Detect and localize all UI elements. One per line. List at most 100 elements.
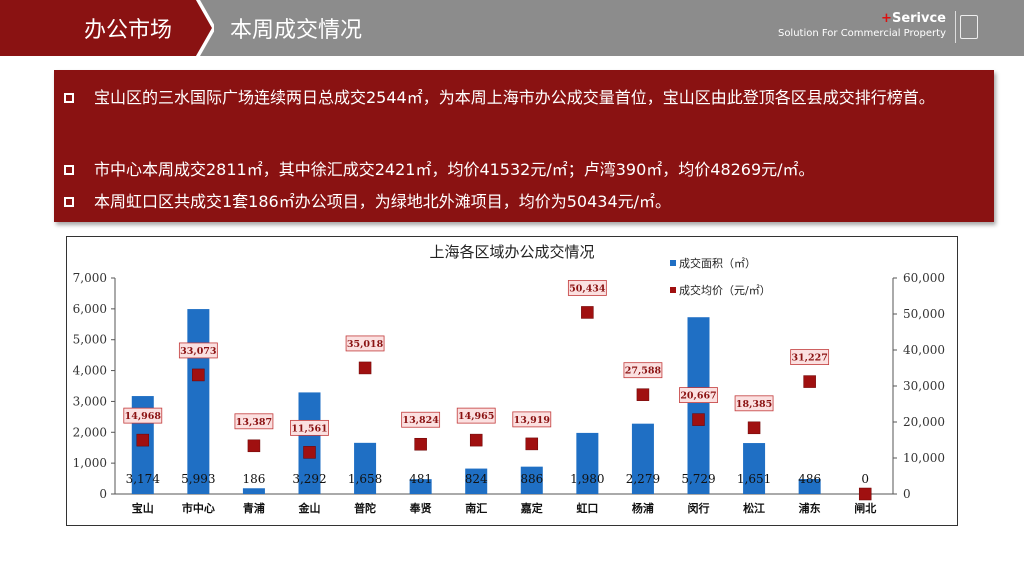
- bar-area-1: [187, 309, 210, 494]
- bar-area-6: [465, 468, 488, 494]
- bullet-square-icon: [64, 93, 74, 103]
- price-value-label: 33,073: [180, 346, 216, 357]
- y-left-tick-label: 3,000: [73, 394, 107, 408]
- price-marker-13: [858, 487, 872, 501]
- category-label: 闵行: [688, 501, 710, 515]
- y-right-tick-label: 20,000: [903, 415, 945, 429]
- price-value-label: 31,227: [791, 353, 827, 364]
- bar-area-4: [354, 442, 377, 494]
- area-value-label: 486: [798, 472, 821, 486]
- chart-frame: 上海各区域办公成交情况 成交面积（㎡） 成交均价（元/㎡） 0 1,000 2,00…: [66, 236, 958, 526]
- price-label-box: [178, 342, 218, 359]
- area-value-label: 3,292: [292, 472, 326, 486]
- summary-panel: 宝山区的三水国际广场连续两日总成交2544㎡，为本周上海市办公成交量首位，宝山区…: [54, 70, 994, 222]
- category-label: 普陀: [354, 501, 376, 515]
- category-label: 虹口: [576, 501, 598, 515]
- category-label: 闸北: [854, 501, 876, 515]
- price-label-box: [623, 362, 663, 379]
- y-left-tick-label: 4,000: [73, 364, 107, 378]
- category-label: 金山: [298, 501, 321, 515]
- price-label-box: [345, 335, 385, 352]
- area-value-label: 481: [409, 472, 432, 486]
- brand-name: +Serivce: [881, 11, 946, 26]
- price-label-box: [512, 411, 552, 428]
- area-value-label: 5,993: [181, 472, 215, 486]
- bullet-square-icon: [64, 197, 74, 207]
- price-marker-10: [692, 413, 705, 426]
- price-value-label: 14,965: [458, 411, 494, 422]
- category-label: 松江: [743, 501, 765, 515]
- category-label: 杨浦: [632, 501, 654, 515]
- bar-area-12: [798, 479, 821, 494]
- bar-area-7: [520, 466, 543, 494]
- price-label-box: [123, 407, 163, 424]
- section-title: 办公市场: [84, 18, 173, 43]
- y-right-tick-label: 0: [903, 487, 911, 501]
- price-value-label: 14,968: [125, 411, 162, 422]
- area-value-label: 1,651: [737, 472, 771, 486]
- category-label: 宝山: [132, 501, 154, 515]
- page-title: 本周成交情况: [230, 18, 363, 43]
- bar-area-9: [631, 423, 654, 494]
- price-marker-2: [247, 439, 261, 453]
- price-value-label: 35,018: [347, 339, 384, 350]
- price-label-box: [234, 413, 274, 430]
- area-value-label: 1,980: [570, 472, 604, 486]
- legend-label-price: 成交均价（元/㎡）: [679, 283, 771, 297]
- brand-divider: [955, 11, 956, 43]
- category-label: 市中心: [182, 501, 215, 515]
- category-label: 奉贤: [409, 501, 432, 515]
- y-left-tick-label: 2,000: [73, 425, 107, 439]
- bullet-square-icon: [64, 165, 74, 175]
- district-office-chart: 上海各区域办公成交情况 成交面积（㎡） 成交均价（元/㎡） 0 1,000 2,00…: [73, 243, 945, 515]
- note-text: 市中心本周成交2811㎡，其中徐汇成交2421㎡，均价41532元/㎡；卢湾39…: [94, 160, 815, 179]
- category-label: 南汇: [465, 501, 487, 515]
- price-value-label: 27,588: [625, 366, 662, 377]
- area-value-label: 5,729: [681, 472, 715, 486]
- area-value-label: 886: [520, 472, 543, 486]
- bar-area-5: [409, 479, 432, 494]
- legend-label-area: 成交面积（㎡）: [679, 256, 756, 270]
- area-value-label: 1,658: [348, 472, 382, 486]
- price-marker-0: [136, 433, 150, 447]
- price-value-label: 13,387: [236, 417, 272, 428]
- bar-area-11: [743, 443, 766, 494]
- price-value-label: 11,561: [291, 423, 327, 434]
- price-marker-4: [358, 361, 372, 375]
- note-text: 本周虹口区共成交1套186㎡办公项目，为绿地北外滩项目，均价为50434元/㎡。: [94, 192, 672, 211]
- y-left-tick-label: 1,000: [73, 456, 107, 470]
- y-right-tick-label: 50,000: [903, 307, 945, 321]
- price-marker-1: [192, 368, 205, 382]
- legend-swatch-price: [670, 287, 676, 293]
- price-label-box: [734, 395, 774, 412]
- price-marker-8: [581, 306, 594, 319]
- price-label-box: [456, 407, 496, 424]
- y-left-tick-label: 6,000: [73, 302, 107, 316]
- legend-swatch-area: [670, 260, 676, 266]
- chart-legend: 成交面积（㎡） 成交均价（元/㎡）: [670, 256, 771, 297]
- price-marker-11: [747, 421, 761, 435]
- price-label-box: [679, 387, 718, 403]
- bar-area-10: [687, 317, 710, 494]
- price-marker-7: [525, 437, 539, 451]
- area-value-label: 3,174: [126, 472, 161, 486]
- category-label: 嘉定: [520, 501, 543, 515]
- price-value-label: 13,824: [402, 415, 439, 426]
- price-value-label: 18,385: [736, 399, 772, 410]
- price-label-box: [567, 280, 607, 296]
- company-logo-icon: [960, 13, 1006, 41]
- area-value-label: 0: [861, 472, 869, 486]
- bar-area-2: [242, 488, 265, 494]
- price-marker-9: [636, 388, 650, 401]
- bar-area-3: [298, 392, 321, 494]
- price-label-box: [401, 411, 441, 428]
- price-value-label: 50,434: [569, 283, 606, 294]
- price-marker-12: [803, 375, 816, 388]
- section-tab[interactable]: 办公市场: [0, 0, 212, 56]
- price-value-label: 20,667: [680, 391, 716, 402]
- price-marker-3: [303, 446, 316, 459]
- area-value-label: 186: [242, 472, 265, 486]
- y-left-tick-label: 0: [99, 487, 107, 501]
- brand-logo: +Serivce Solution For Commercial Propert…: [778, 9, 1012, 47]
- price-label-box: [790, 349, 830, 365]
